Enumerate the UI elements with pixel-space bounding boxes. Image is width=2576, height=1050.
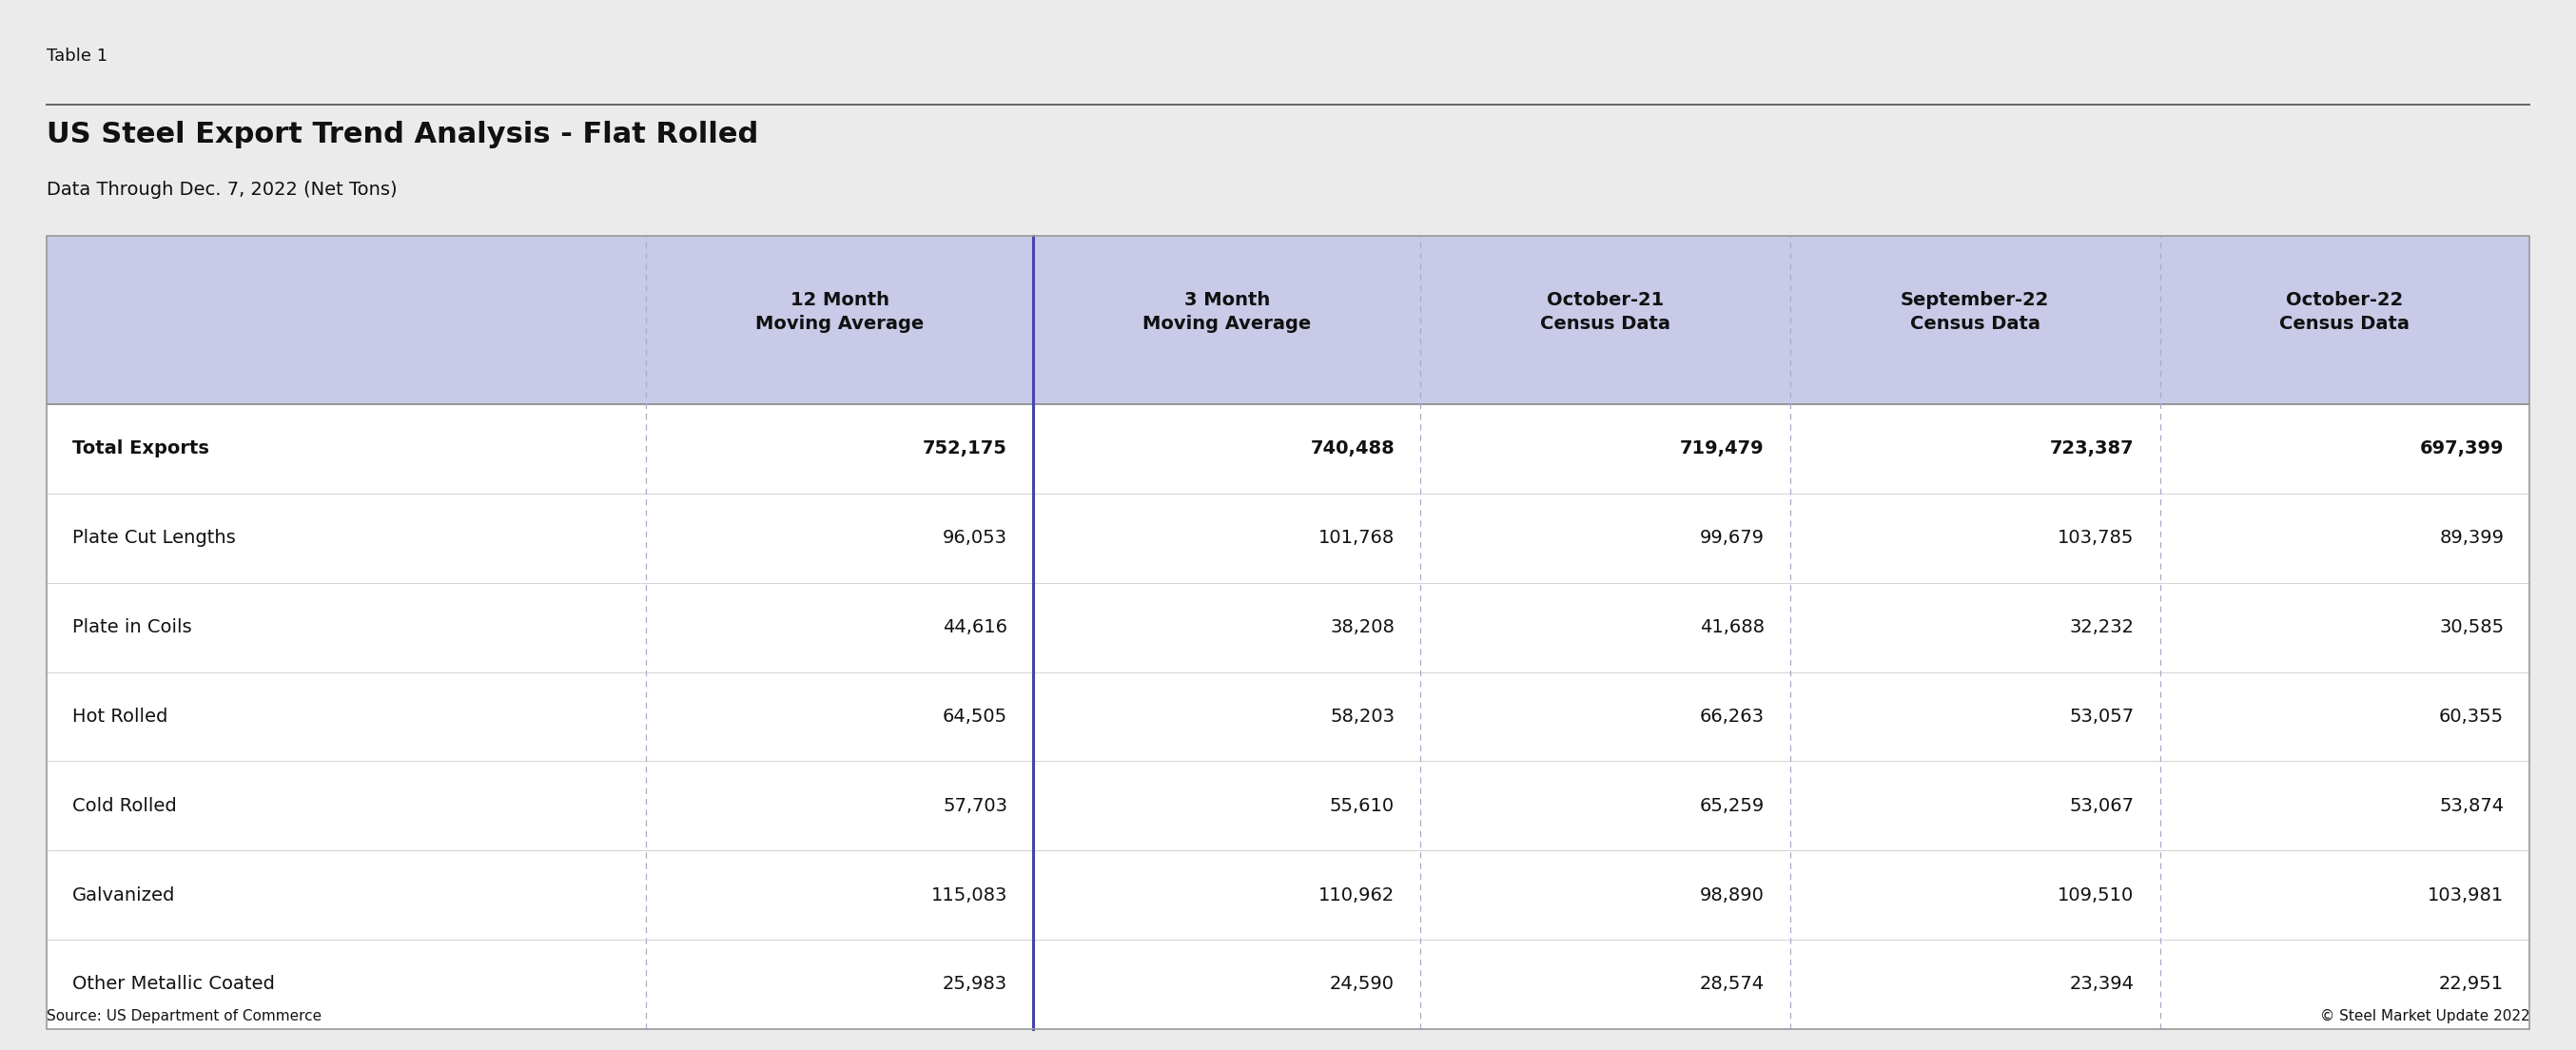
Text: Total Exports: Total Exports [72,440,209,458]
Text: 98,890: 98,890 [1700,886,1765,904]
Text: Other Metallic Coated: Other Metallic Coated [72,975,276,993]
Text: 32,232: 32,232 [2069,618,2133,636]
Text: 3 Month
Moving Average: 3 Month Moving Average [1144,291,1311,333]
Text: 12 Month
Moving Average: 12 Month Moving Average [755,291,925,333]
Text: Source: US Department of Commerce: Source: US Department of Commerce [46,1009,322,1024]
Text: Plate Cut Lengths: Plate Cut Lengths [72,529,234,547]
Text: 723,387: 723,387 [2050,440,2133,458]
Text: © Steel Market Update 2022: © Steel Market Update 2022 [2321,1009,2530,1024]
Text: 101,768: 101,768 [1319,529,1394,547]
Text: 24,590: 24,590 [1329,975,1394,993]
Text: 110,962: 110,962 [1319,886,1394,904]
Text: 96,053: 96,053 [943,529,1007,547]
Text: 53,057: 53,057 [2069,708,2133,726]
Text: Hot Rolled: Hot Rolled [72,708,167,726]
Text: 109,510: 109,510 [2058,886,2133,904]
Text: September-22
Census Data: September-22 Census Data [1901,291,2050,333]
Text: 103,981: 103,981 [2427,886,2504,904]
Text: October-22
Census Data: October-22 Census Data [2280,291,2411,333]
Text: Galvanized: Galvanized [72,886,175,904]
Bar [46,404,2530,1029]
Text: Table 1: Table 1 [46,47,108,64]
Text: 103,785: 103,785 [2058,529,2133,547]
Text: 740,488: 740,488 [1311,440,1394,458]
Text: 53,874: 53,874 [2439,797,2504,815]
Text: US Steel Export Trend Analysis - Flat Rolled: US Steel Export Trend Analysis - Flat Ro… [46,121,757,148]
Text: 697,399: 697,399 [2419,440,2504,458]
Text: 115,083: 115,083 [930,886,1007,904]
Text: 58,203: 58,203 [1329,708,1394,726]
Text: 99,679: 99,679 [1700,529,1765,547]
Text: 53,067: 53,067 [2069,797,2133,815]
Text: 41,688: 41,688 [1700,618,1765,636]
Text: 60,355: 60,355 [2439,708,2504,726]
Text: 57,703: 57,703 [943,797,1007,815]
Bar [46,236,2530,404]
Text: 719,479: 719,479 [1680,440,1765,458]
Text: Data Through Dec. 7, 2022 (Net Tons): Data Through Dec. 7, 2022 (Net Tons) [46,181,397,198]
Text: 25,983: 25,983 [943,975,1007,993]
Text: 23,394: 23,394 [2069,975,2133,993]
Text: Plate in Coils: Plate in Coils [72,618,191,636]
Bar [46,236,2530,1029]
Text: 64,505: 64,505 [943,708,1007,726]
Text: 44,616: 44,616 [943,618,1007,636]
Text: 38,208: 38,208 [1329,618,1394,636]
Text: 66,263: 66,263 [1700,708,1765,726]
Text: 65,259: 65,259 [1700,797,1765,815]
Text: 55,610: 55,610 [1329,797,1394,815]
Text: Cold Rolled: Cold Rolled [72,797,178,815]
Text: October-21
Census Data: October-21 Census Data [1540,291,1669,333]
Text: 89,399: 89,399 [2439,529,2504,547]
Text: 30,585: 30,585 [2439,618,2504,636]
Text: 22,951: 22,951 [2439,975,2504,993]
Text: 28,574: 28,574 [1700,975,1765,993]
Text: 752,175: 752,175 [922,440,1007,458]
